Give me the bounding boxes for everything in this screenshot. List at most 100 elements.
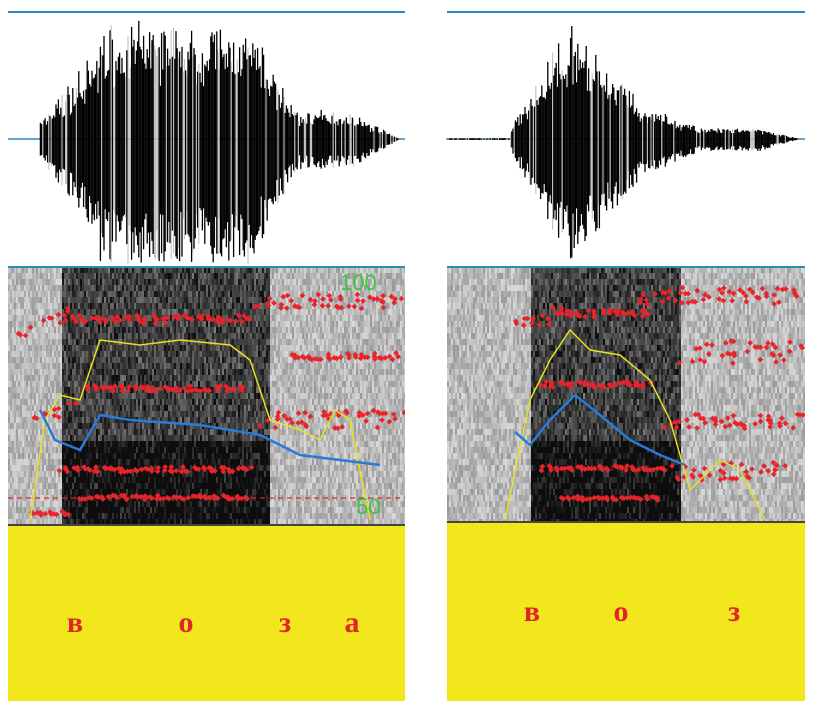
spectrogram-cell [16, 369, 18, 375]
spectrogram-cell [10, 339, 12, 345]
spectrogram-cell [86, 363, 88, 369]
spectrogram-cell [150, 279, 152, 285]
spectrogram-cell [78, 345, 80, 351]
spectrogram-cell [200, 441, 202, 447]
spectrogram-cell [18, 489, 20, 495]
spectrogram-cell [52, 369, 54, 375]
spectrogram-cell [126, 345, 128, 351]
spectrogram-cell [184, 429, 186, 435]
spectrogram-cell [24, 405, 26, 411]
spectrogram-cell [46, 501, 48, 507]
spectrogram-cell [92, 345, 94, 351]
spectrogram-cell [188, 375, 190, 381]
spectrogram-cell [134, 453, 136, 459]
spectrogram-cell [16, 273, 18, 279]
spectrogram-cell [52, 279, 54, 285]
spectrogram-cell [120, 369, 122, 375]
spectrogram-cell [196, 441, 198, 447]
spectrogram-cell [44, 303, 46, 309]
spectrogram-cell [162, 291, 164, 297]
spectrogram-cell [200, 501, 202, 507]
spectrogram-cell [162, 447, 164, 453]
spectrogram-cell [46, 393, 48, 399]
spectrogram-cell [22, 405, 24, 411]
spectrogram-cell [12, 381, 14, 387]
spectrogram-cell [110, 345, 112, 351]
spectrogram-cell [62, 303, 64, 309]
spectrogram-cell [212, 447, 214, 453]
spectrogram-cell [166, 405, 168, 411]
spectrogram-cell [106, 309, 108, 315]
spectrogram-cell [158, 477, 160, 483]
spectrogram-cell [76, 501, 78, 507]
spectrogram-cell [160, 399, 162, 405]
spectrogram-cell [176, 333, 178, 339]
spectrogram-cell [72, 423, 74, 429]
spectrogram-cell [32, 369, 34, 375]
spectrogram-cell [54, 441, 56, 447]
spectrogram-cell [12, 483, 14, 489]
spectrogram-cell [118, 393, 120, 399]
spectrogram-cell [26, 447, 28, 453]
spectrogram-cell [78, 405, 80, 411]
spectrogram-cell [142, 375, 144, 381]
spectrogram-cell [196, 513, 198, 519]
spectrogram-cell [28, 441, 30, 447]
spectrogram-cell [24, 303, 26, 309]
spectrogram-cell [50, 465, 52, 471]
spectrogram-cell [128, 375, 130, 381]
spectrogram-cell [104, 453, 106, 459]
spectrogram-cell [136, 375, 138, 381]
spectrogram-cell [120, 399, 122, 405]
spectrogram-cell [76, 405, 78, 411]
spectrogram-cell [36, 327, 38, 333]
spectrogram-cell [180, 459, 182, 465]
spectrogram-cell [222, 393, 224, 399]
spectrogram-cell [146, 297, 148, 303]
spectrogram-cell [190, 453, 192, 459]
spectrogram-cell [128, 351, 130, 357]
spectrogram-cell [20, 291, 22, 297]
spectrogram-cell [140, 375, 142, 381]
spectrogram-cell [92, 405, 94, 411]
spectrogram-cell [172, 483, 174, 489]
spectrogram-cell [158, 273, 160, 279]
spectrogram-cell [94, 369, 96, 375]
spectrogram-cell [122, 309, 124, 315]
spectrogram-cell [32, 309, 34, 315]
spectrogram-cell [60, 429, 62, 435]
spectrogram-cell [12, 321, 14, 327]
spectrogram-cell [84, 489, 86, 495]
spectrogram-cell [156, 513, 158, 519]
spectrogram-cell [104, 333, 106, 339]
spectrogram-cell [108, 309, 110, 315]
spectrogram-cell [16, 507, 18, 513]
spectrogram-cell [180, 441, 182, 447]
spectrogram-cell [166, 357, 168, 363]
spectrogram-cell [100, 423, 102, 429]
spectrogram-cell [152, 333, 154, 339]
spectrogram-cell [142, 453, 144, 459]
spectrogram-cell [44, 489, 46, 495]
spectrogram-cell [194, 411, 196, 417]
spectrogram-cell [62, 477, 64, 483]
spectrogram-cell [56, 387, 58, 393]
spectrogram-cell [14, 303, 16, 309]
spectrogram-cell [156, 345, 158, 351]
spectrogram-cell [174, 399, 176, 405]
spectrogram-cell [66, 501, 68, 507]
spectrogram-cell [72, 327, 74, 333]
spectrogram-cell [216, 327, 218, 333]
spectrogram-cell [206, 375, 208, 381]
spectrogram-cell [56, 297, 58, 303]
spectrogram-cell [20, 489, 22, 495]
spectrogram-cell [164, 399, 166, 405]
spectrogram-cell [36, 489, 38, 495]
spectrogram-cell [60, 303, 62, 309]
spectrogram-cell [56, 327, 58, 333]
spectrogram-cell [144, 477, 146, 483]
spectrogram-cell [46, 453, 48, 459]
spectrogram-cell [170, 321, 172, 327]
spectrogram-cell [184, 333, 186, 339]
spectrogram-cell [162, 483, 164, 489]
